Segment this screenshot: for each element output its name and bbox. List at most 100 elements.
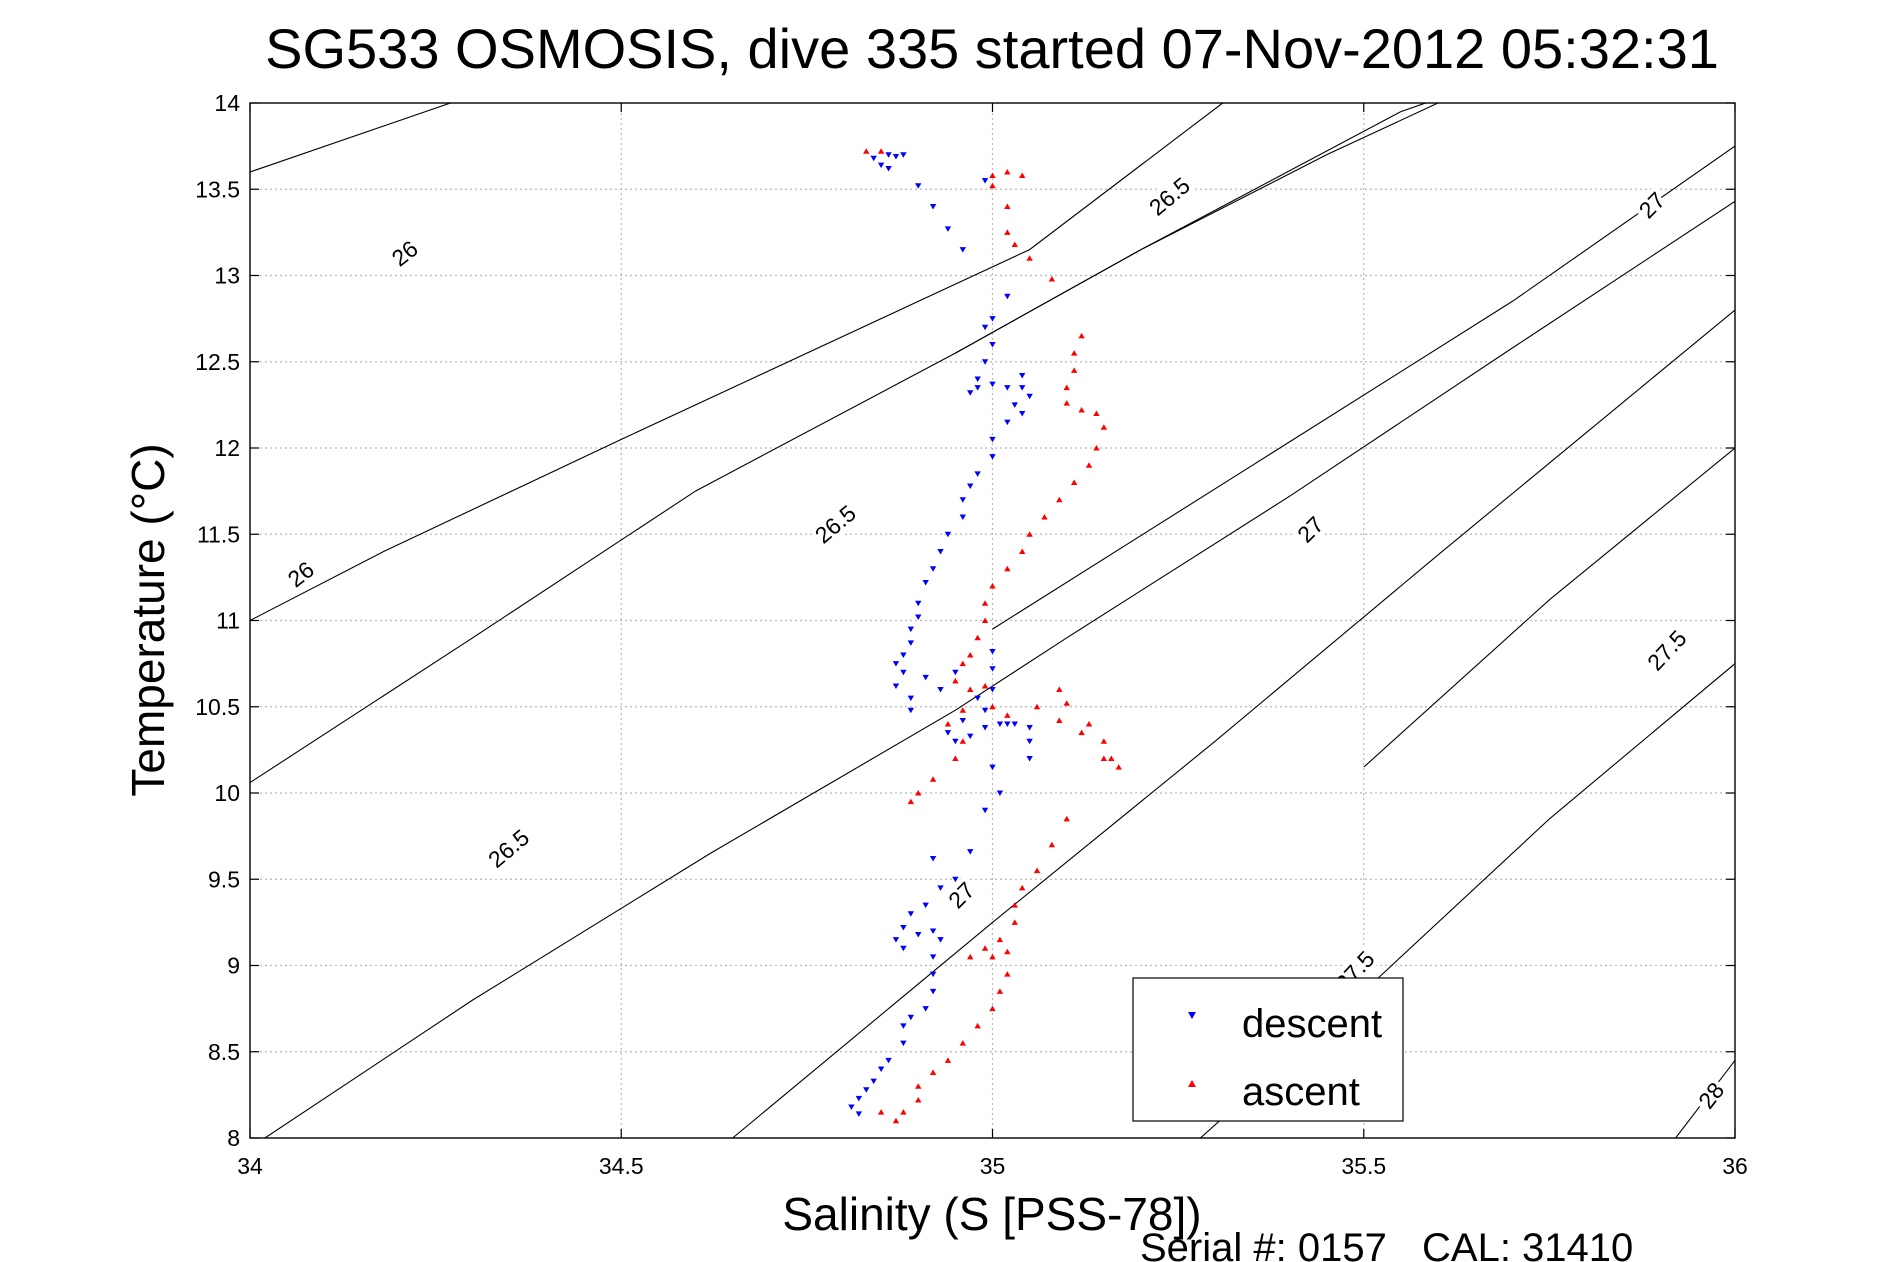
ascent-point [996,988,1004,994]
ascent-point [1033,703,1041,710]
descent-point [892,937,900,943]
ascent-point [1004,229,1011,235]
descent-point [981,807,989,814]
descent-point [1004,721,1011,727]
ascent-point [981,945,989,951]
y-tick-label: 11.5 [197,521,240,547]
x-tick-label: 35 [980,1153,1006,1179]
descent-point [937,549,944,555]
descent-point [981,178,989,184]
descent-point [937,687,944,693]
descent-point [929,204,937,210]
data-series [848,148,1122,1124]
ascent-point [1056,717,1063,724]
ascent-point [915,1083,922,1089]
descent-point [944,531,952,538]
ascent-point [915,1097,922,1103]
descent-point [855,1111,863,1117]
ascent-point [1063,384,1070,391]
ascent-point [1115,764,1122,770]
descent-point [944,730,952,736]
descent-point [1004,419,1011,426]
ascent-point [1070,367,1078,373]
descent-point [900,925,907,931]
ascent-point [1063,400,1070,406]
ascent-point [1078,407,1085,413]
descent-point [877,162,885,169]
descent-point [907,640,915,646]
ascent-point [863,148,870,154]
ascent-point [981,683,989,689]
legend-label-ascent: ascent [1242,1070,1360,1114]
ascent-point [1100,738,1108,744]
legend-marker-descent [1188,1012,1196,1019]
ascent-point [989,703,996,710]
descent-point [848,1104,855,1110]
descent-point [907,626,915,633]
ascent-point [967,686,974,692]
descent-point [900,945,907,952]
descent-point [1019,411,1026,417]
descent-point [877,1066,885,1072]
y-tick-label: 10 [214,780,240,806]
ascent-point [1078,332,1085,339]
descent-point [885,152,892,158]
descent-point [959,497,966,503]
descent-point [870,155,877,162]
ascent-point [1004,203,1011,209]
descent-point [929,988,937,995]
descent-point [967,390,974,396]
y-tick-label: 10.5 [195,694,240,720]
ascent-point [1004,565,1011,572]
ascent-point [1011,902,1018,908]
density-contour-line [955,103,1428,354]
ascent-point [1033,867,1041,874]
descent-point [959,514,966,520]
ascent-point [877,1109,885,1115]
descent-point [959,247,966,253]
density-contour-line [250,103,1224,621]
ascent-point [1004,169,1011,175]
ascent-point [996,936,1004,943]
descent-point [915,183,922,189]
ascent-point [929,776,937,782]
x-tick-label: 35.5 [1341,1153,1386,1179]
ascent-point [1041,514,1048,520]
descent-point [907,707,915,714]
ascent-point [952,677,959,684]
descent-point [996,721,1004,727]
ascent-point [1056,686,1063,692]
descent-point [952,669,959,676]
ascent-point [1004,712,1011,718]
density-contour-line [1363,447,1735,768]
ascent-point [1019,884,1026,891]
descent-point [1004,385,1011,391]
ascent-point [944,721,952,727]
x-tick-label: 34.5 [599,1153,644,1179]
ascent-point [959,1040,966,1046]
ascent-point [929,1069,937,1075]
descent-point [974,385,981,391]
ascent-point [1093,410,1100,416]
descent-point [929,954,937,960]
ascent-point [989,182,996,189]
descent-point [952,876,959,883]
ascent-point [1004,971,1011,977]
descent-point [989,666,996,672]
descent-point [989,316,996,322]
series-ascent [863,148,1122,1124]
descent-point [863,1087,870,1093]
descent-point [989,649,996,655]
y-axis-label: Temperature (°C) [122,443,174,796]
ascent-point [989,172,996,178]
ascent-point [1019,172,1026,178]
descent-point [929,971,937,978]
descent-point [915,931,922,938]
x-tick-label: 34 [237,1153,263,1179]
density-contour-line [250,103,451,173]
ascent-point [1108,755,1115,761]
descent-point [1019,385,1026,391]
ascent-point [1070,350,1078,356]
descent-point [922,1006,929,1012]
